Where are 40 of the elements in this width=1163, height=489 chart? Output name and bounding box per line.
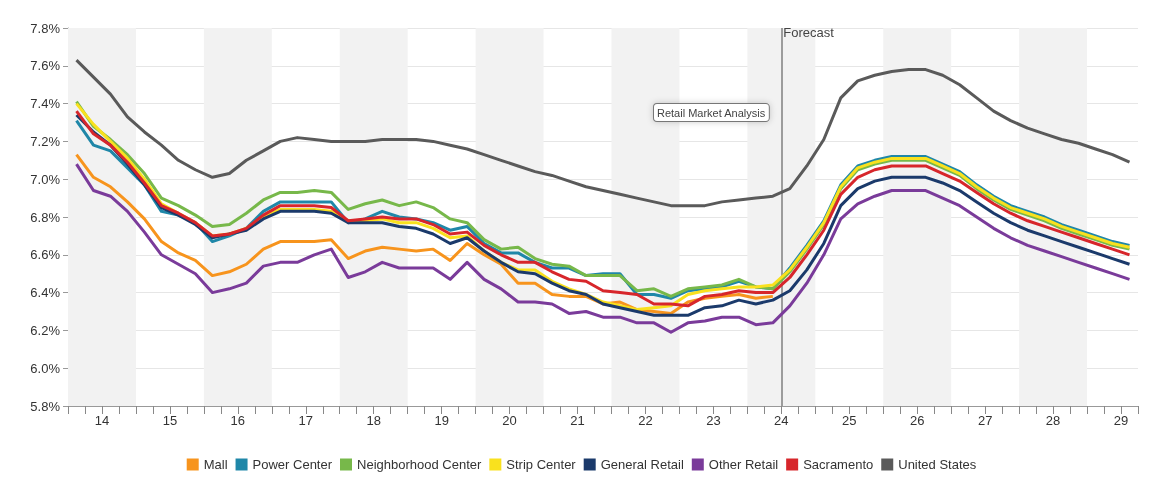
y-tick-label: 5.8% [30,398,61,414]
y-tick-label: 6.2% [30,322,61,338]
x-tick-label: 25 [842,413,857,428]
x-tick-label: 18 [366,413,381,428]
y-tick-label: 7.0% [30,171,61,187]
ref-line-label: Forecast [783,25,835,40]
x-tick-label: 28 [1045,413,1061,428]
y-tick-label: 6.6% [30,247,61,263]
line-series [74,58,1132,208]
x-tick-label: 22 [638,413,653,428]
annotation: Retail Market Analysis [657,106,766,119]
x-tick-label: 23 [706,413,721,428]
x-tick-label: 26 [909,413,925,428]
x-tick-label: 21 [570,413,585,428]
legend-label: Power Center [252,457,333,472]
x-tick-label: 14 [94,413,110,428]
legend-label: General Retail [600,457,684,472]
x-tick-label: 29 [1113,413,1129,428]
y-tick-label: 7.2% [30,133,61,149]
y-tick-label: 6.4% [30,285,61,301]
y-tick-label: 7.8% [30,20,61,36]
legend-label: Strip Center [506,457,577,472]
legend-label: Other Retail [708,457,779,472]
x-tick-label: 19 [434,413,449,428]
y-tick-label: 7.4% [30,96,61,112]
legend-label: Sacramento [803,457,874,472]
legend-label: Neighborhood Center [357,457,482,472]
x-tick-label: 16 [230,413,246,428]
legend-label: United States [898,457,977,472]
x-tick-label: 15 [162,413,178,428]
legend-label: Mall [203,457,228,472]
x-tick-label: 20 [502,413,517,428]
y-tick-label: 7.6% [30,58,61,74]
y-tick-label: 6.0% [30,360,61,376]
x-tick-label: 24 [774,413,789,428]
x-tick-label: 17 [298,413,314,428]
line-series [74,162,1132,334]
x-tick-label: 27 [977,413,993,428]
line-series [74,153,775,315]
y-tick-label: 6.8% [30,209,61,225]
